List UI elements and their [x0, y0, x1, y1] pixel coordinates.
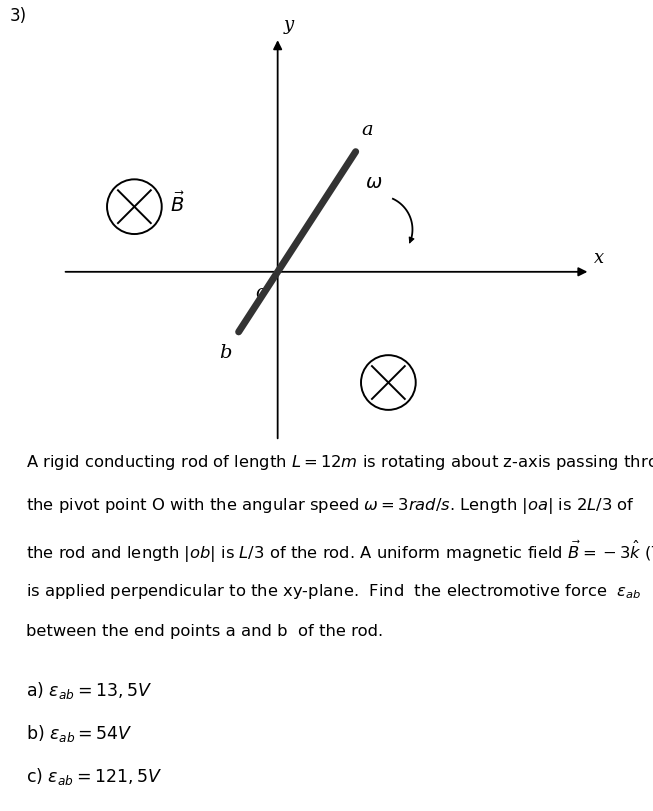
Text: a: a [361, 121, 372, 139]
Text: o: o [255, 284, 266, 302]
Text: c) $\varepsilon_{ab} = 121,5V$: c) $\varepsilon_{ab} = 121,5V$ [26, 766, 163, 787]
Text: $\vec{B}$: $\vec{B}$ [170, 191, 185, 216]
Text: A rigid conducting rod of length $L = 12m$ is rotating about z-axis passing thro: A rigid conducting rod of length $L = 12… [26, 453, 653, 472]
Text: a) $\varepsilon_{ab} = 13,5V$: a) $\varepsilon_{ab} = 13,5V$ [26, 680, 152, 702]
Text: the pivot point O with the angular speed $\omega = 3rad/s$. Length $|oa|$ is $2L: the pivot point O with the angular speed… [26, 496, 635, 516]
Text: d) $\varepsilon_{ab} = 216,5V$: d) $\varepsilon_{ab} = 216,5V$ [26, 809, 164, 811]
Text: is applied perpendicular to the xy-plane.  Find  the electromotive force  $\vare: is applied perpendicular to the xy-plane… [26, 581, 642, 601]
Text: y: y [284, 16, 295, 34]
Text: b: b [219, 344, 232, 362]
Text: the rod and length $|ob|$ is $L/3$ of the rod. A uniform magnetic field $\vec{B}: the rod and length $|ob|$ is $L/3$ of th… [26, 539, 653, 564]
Text: $\omega$: $\omega$ [364, 174, 382, 192]
Text: 3): 3) [10, 7, 27, 25]
Text: between the end points a and b  of the rod.: between the end points a and b of the ro… [26, 624, 383, 639]
Text: b) $\varepsilon_{ab} = 54V$: b) $\varepsilon_{ab} = 54V$ [26, 723, 133, 744]
Text: x: x [594, 249, 603, 268]
